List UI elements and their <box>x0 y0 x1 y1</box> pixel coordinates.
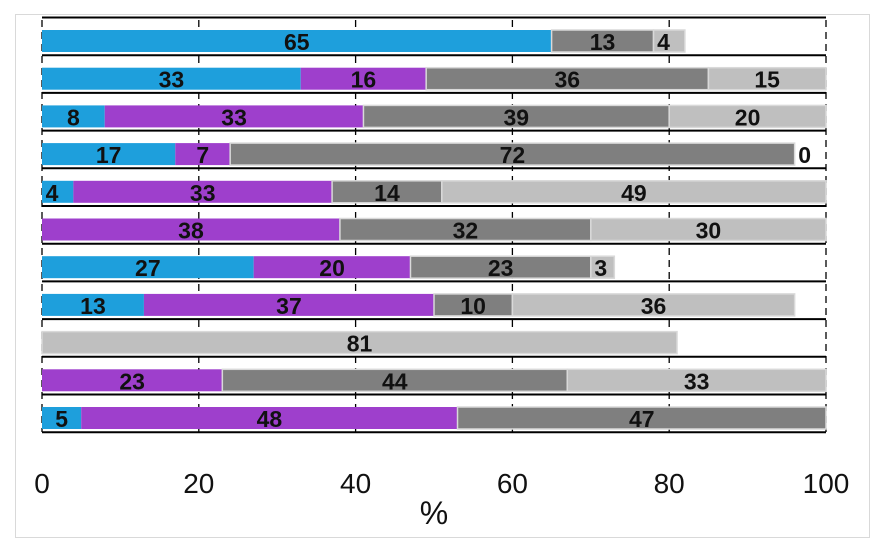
bar-segment <box>300 67 427 90</box>
bars: 65 13 4 33 16 36 15 8 33 39 20 17 7 72 0 4 33 14 49 38 32 30 2… <box>41 29 827 432</box>
bar-row-1: 65 13 4 <box>42 29 686 55</box>
data-label: 72 <box>500 142 526 168</box>
bar-segment <box>42 407 82 429</box>
data-label: 4 <box>46 180 59 206</box>
bar-segment <box>42 256 254 279</box>
data-label: 49 <box>621 180 647 206</box>
data-label: 17 <box>96 142 122 168</box>
data-label: 5 <box>55 406 68 432</box>
data-label: 38 <box>178 218 204 244</box>
data-label: 10 <box>460 293 486 319</box>
bar-row-3: 8 33 39 20 <box>42 104 827 130</box>
data-label: 15 <box>754 67 780 93</box>
data-label: 33 <box>159 67 185 93</box>
data-label: 4 <box>657 29 670 55</box>
x-tick-labels: 0 20 40 60 80 100 <box>34 468 849 499</box>
bar-row-8: 13 37 10 36 <box>42 293 796 319</box>
bar-segment <box>441 180 827 204</box>
data-label: 36 <box>641 293 667 319</box>
data-label: 65 <box>284 29 310 55</box>
bar-segment <box>456 406 827 430</box>
bar-segment <box>590 217 827 242</box>
data-label: 3 <box>594 255 607 281</box>
x-tick-label-80: 80 <box>654 468 685 499</box>
data-label: 81 <box>347 331 373 357</box>
bar-segment <box>42 293 144 316</box>
bar-segment <box>41 330 678 355</box>
bar-segment <box>42 30 552 52</box>
bar-segment <box>175 143 231 166</box>
data-label: 23 <box>488 255 514 281</box>
data-label: 14 <box>374 180 400 206</box>
data-label: 8 <box>67 104 80 130</box>
bar-row-6: 38 32 30 <box>42 217 827 244</box>
bar-row-7: 27 20 23 3 <box>42 255 616 281</box>
data-label: 36 <box>554 67 580 93</box>
bar-segment <box>229 142 796 166</box>
bar-row-5: 4 33 14 49 <box>42 180 827 206</box>
bar-segment <box>143 293 435 316</box>
bar-segment <box>253 256 411 279</box>
data-label: 33 <box>684 368 710 394</box>
bar-row-4: 17 7 72 0 <box>42 142 811 168</box>
bar-segment <box>668 104 827 129</box>
data-label: 47 <box>629 406 655 432</box>
data-label: 37 <box>276 293 302 319</box>
data-label: 33 <box>221 104 247 130</box>
data-label: 23 <box>119 368 145 394</box>
data-label: 44 <box>382 368 408 394</box>
bar-row-9: 81 <box>41 330 678 357</box>
bar-row-2: 33 16 36 15 <box>42 66 827 93</box>
data-label: 33 <box>190 180 216 206</box>
bar-segment <box>590 255 616 279</box>
data-label: 20 <box>735 104 761 130</box>
bar-segment <box>42 218 340 241</box>
bar-segment <box>73 180 333 203</box>
bar-segment <box>42 67 301 90</box>
row-dividers <box>42 16 826 434</box>
x-tick-label-40: 40 <box>340 468 371 499</box>
bar-row-10: 23 44 33 <box>42 368 827 394</box>
bar-segment <box>42 105 105 128</box>
data-label: 48 <box>257 406 283 432</box>
data-label: 20 <box>319 255 345 281</box>
x-axis-title: % <box>420 495 448 531</box>
bar-segment <box>42 143 176 166</box>
bar-segment <box>104 105 364 128</box>
data-label: 39 <box>504 104 530 130</box>
data-label: 32 <box>453 218 479 244</box>
data-label: 13 <box>80 293 106 319</box>
data-label: 27 <box>135 255 161 281</box>
bar-segment <box>707 66 827 91</box>
bar-segment <box>566 368 827 393</box>
bar-segment <box>42 180 74 203</box>
data-label: 16 <box>351 67 377 93</box>
data-label: 0 <box>798 142 811 168</box>
bar-row-11: 5 48 47 <box>42 406 827 432</box>
x-tick-label-60: 60 <box>497 468 528 499</box>
x-tick-label-0: 0 <box>34 468 50 499</box>
x-tick-label-20: 20 <box>183 468 214 499</box>
data-label: 30 <box>696 218 722 244</box>
chart-frame <box>15 14 870 538</box>
data-label: 13 <box>590 29 616 55</box>
bar-segment <box>81 407 458 429</box>
x-tick-label-100: 100 <box>803 468 850 499</box>
bar-segment <box>652 29 686 53</box>
data-label: 7 <box>196 142 209 168</box>
bar-segment <box>42 369 223 392</box>
bar-segment <box>511 293 796 317</box>
